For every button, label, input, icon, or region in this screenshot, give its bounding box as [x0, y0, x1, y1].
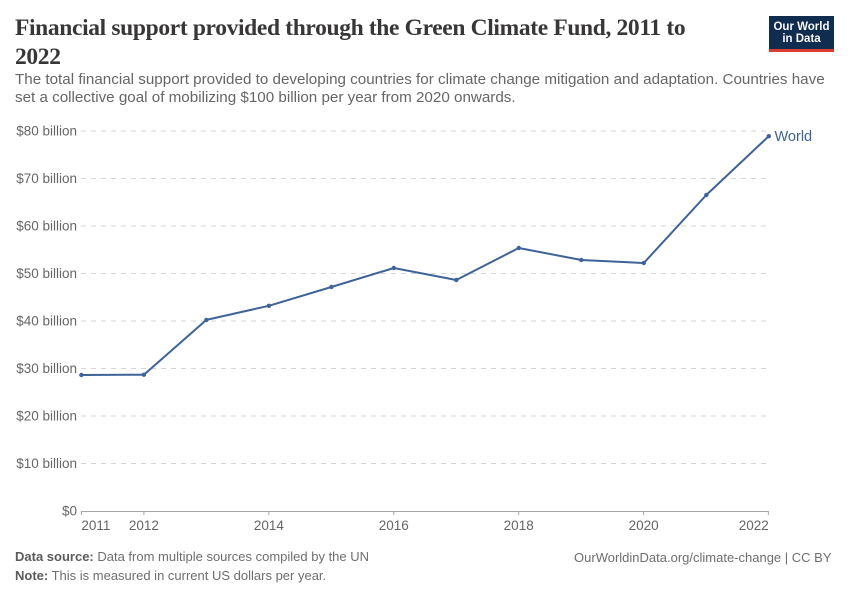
svg-text:$70 billion: $70 billion — [16, 171, 77, 186]
svg-text:2016: 2016 — [379, 518, 409, 533]
svg-text:$10 billion: $10 billion — [16, 456, 77, 471]
svg-text:$20 billion: $20 billion — [16, 409, 77, 424]
svg-text:2014: 2014 — [254, 518, 285, 533]
svg-text:$0: $0 — [62, 504, 77, 519]
svg-text:2020: 2020 — [629, 518, 659, 533]
svg-text:$50 billion: $50 billion — [16, 266, 77, 281]
svg-text:$40 billion: $40 billion — [16, 314, 77, 329]
svg-text:$80 billion: $80 billion — [16, 124, 77, 139]
svg-text:2022: 2022 — [739, 518, 769, 533]
svg-text:2012: 2012 — [129, 518, 159, 533]
svg-text:2011: 2011 — [81, 518, 110, 533]
svg-text:2018: 2018 — [504, 518, 534, 533]
svg-text:$30 billion: $30 billion — [16, 361, 77, 376]
svg-text:$60 billion: $60 billion — [16, 219, 77, 234]
svg-text:World: World — [775, 129, 813, 145]
